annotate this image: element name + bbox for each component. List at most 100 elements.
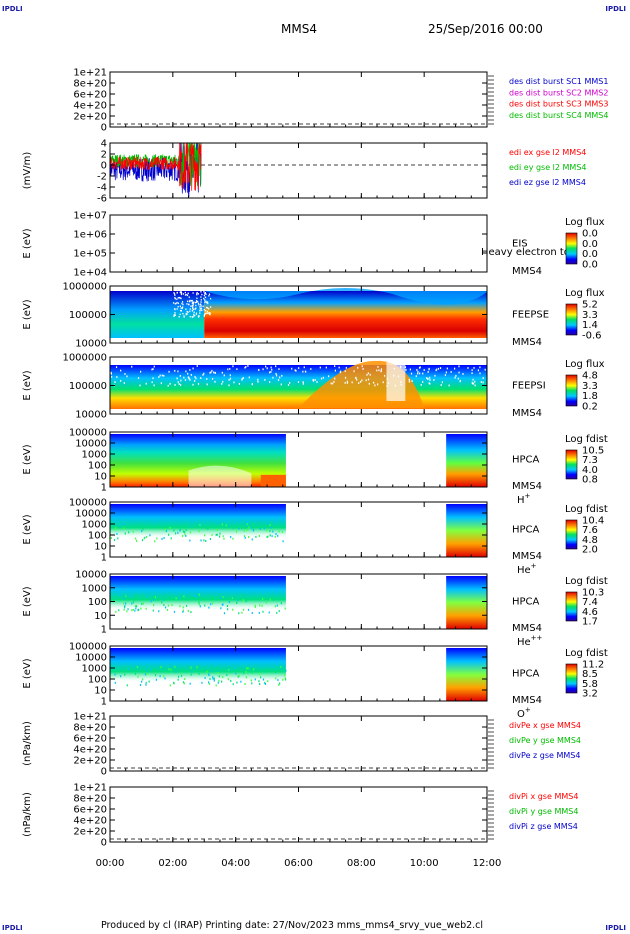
feepse-gap-dot: [198, 315, 200, 317]
p9-count-dot: [245, 670, 247, 673]
p8-count-dot: [254, 604, 256, 607]
feepsi-gap-dot: [344, 376, 347, 379]
feepsi-gap-dot: [361, 379, 363, 382]
p9-count-dot: [217, 681, 219, 684]
p1-legend-entry: des dist burst SC1 MMS1: [509, 77, 608, 86]
feepsi-gap-dot: [417, 370, 419, 373]
feepsi-gap-dot: [210, 371, 212, 374]
feepsi-gap-dot: [258, 369, 260, 371]
p8-count-dot: [125, 594, 127, 597]
p7-colorbar-label: 10.4: [582, 516, 604, 527]
p9-count-dot: [190, 666, 192, 669]
feepsi-gap-dot: [291, 367, 293, 370]
feepsi-gap-dot: [445, 371, 447, 374]
feepsi-gap-dot: [458, 371, 460, 374]
p9-count-dot: [137, 675, 139, 678]
feepse-gap-dot: [179, 309, 182, 312]
p7-count-dot: [243, 529, 245, 532]
p7-count-dot: [170, 537, 172, 540]
feepsi-gap-dot: [289, 382, 291, 384]
p8-count-dot: [232, 608, 234, 611]
feepsi-gap-dot: [437, 367, 440, 370]
feepsi-gap-dot: [409, 368, 411, 371]
feepsi-gap-dot: [180, 384, 182, 387]
p9-count-dot: [198, 665, 200, 668]
p7-count-dot: [169, 526, 171, 529]
p8-count-dot: [182, 609, 185, 612]
p9-count-dot: [212, 677, 214, 680]
p4-colorbar: [565, 303, 578, 336]
p7-count-dot: [251, 538, 253, 541]
p7-count-dot: [281, 531, 284, 534]
feepsi-gap-dot: [159, 374, 161, 377]
feepsi-gap-dot: [334, 369, 337, 372]
p9-count-dot: [201, 681, 203, 684]
feepse-gap-dot: [184, 294, 187, 296]
p1-frame: [109, 71, 488, 128]
feepse-gap-dot: [179, 305, 181, 308]
feepse-spectrum-early: [110, 291, 205, 338]
p8-count-dot: [147, 596, 149, 599]
feepsi-gap-dot: [188, 376, 190, 379]
p8-count-dot: [126, 610, 128, 613]
p4-colorbar-title: Log flux: [565, 288, 605, 299]
feepsi-gap-dot: [359, 380, 362, 383]
p9-count-dot: [169, 684, 171, 687]
p7-count-dot: [139, 522, 141, 525]
feepse-gap-dot: [185, 312, 187, 315]
p9-count-dot: [146, 670, 148, 673]
p9-count-dot: [120, 675, 122, 678]
feepse-gap-dot: [207, 307, 209, 309]
feepsi-gap-dot: [123, 382, 125, 385]
time-tick-label: 02:00: [158, 858, 187, 869]
time-tick-label: 10:00: [410, 858, 439, 869]
p8-count-dot: [262, 597, 264, 600]
p8-count-dot: [247, 608, 250, 611]
feepse-gap-dot: [180, 293, 183, 296]
feepsi-gap-dot: [408, 380, 411, 383]
p2-ytick-label: 0: [101, 161, 107, 172]
feepsi-gap-dot: [241, 378, 243, 380]
p10-frame: [109, 715, 488, 772]
p9-count-dot: [264, 681, 266, 684]
p9-count-dot: [198, 672, 200, 675]
p8-count-dot: [191, 596, 193, 599]
p9-count-dot: [209, 678, 211, 681]
feepse-gap-dot: [203, 297, 205, 300]
feepsi-gap-dot: [262, 368, 264, 371]
p7-ytick-label: 10: [94, 542, 107, 553]
p8-count-dot: [132, 608, 134, 611]
p7-count-dot: [270, 521, 272, 524]
feepsi-gap-dot: [378, 369, 380, 372]
p7-count-dot: [244, 536, 246, 539]
p9-count-dot: [275, 671, 277, 674]
p4-colorbar-label: 1.4: [582, 320, 598, 331]
feepsi-spectrum: [110, 365, 487, 409]
feepsi-gap-dot: [365, 379, 367, 382]
p4-colorbar-label: 5.2: [582, 300, 598, 311]
p8-spacecraft: MMS4: [512, 623, 542, 634]
p6-ytick-label: 10000: [75, 439, 107, 450]
feepsi-gap-dot: [279, 376, 281, 379]
p7-count-dot: [143, 537, 145, 540]
p8-count-dot: [278, 610, 280, 613]
feepse-gap-dot: [187, 311, 189, 313]
p1-ytick-label: 4e+20: [73, 101, 107, 112]
p8-count-dot: [232, 595, 234, 598]
p7-count-dot: [269, 524, 271, 527]
p9-spectrum-interval-2: [446, 648, 487, 701]
panel-p5: 1000000 100000 10000 E (eV) Log flux4.83.31.…: [22, 353, 605, 421]
feepsi-gap-dot: [462, 373, 464, 375]
feepsi-gap-dot: [355, 377, 357, 380]
feepse-gap-dot: [195, 307, 197, 309]
feepse-gap-dot: [195, 299, 198, 302]
p9-count-dot: [270, 670, 272, 673]
p9-count-dot: [217, 666, 219, 669]
header-spacecraft: MMS4: [281, 22, 317, 36]
feepse-gap-dot: [197, 293, 199, 295]
p8-count-dot: [272, 598, 274, 601]
p1-ytick-label: 8e+20: [73, 79, 107, 90]
p8-count-dot: [145, 607, 147, 610]
feepsi-gap-dot: [124, 373, 126, 375]
